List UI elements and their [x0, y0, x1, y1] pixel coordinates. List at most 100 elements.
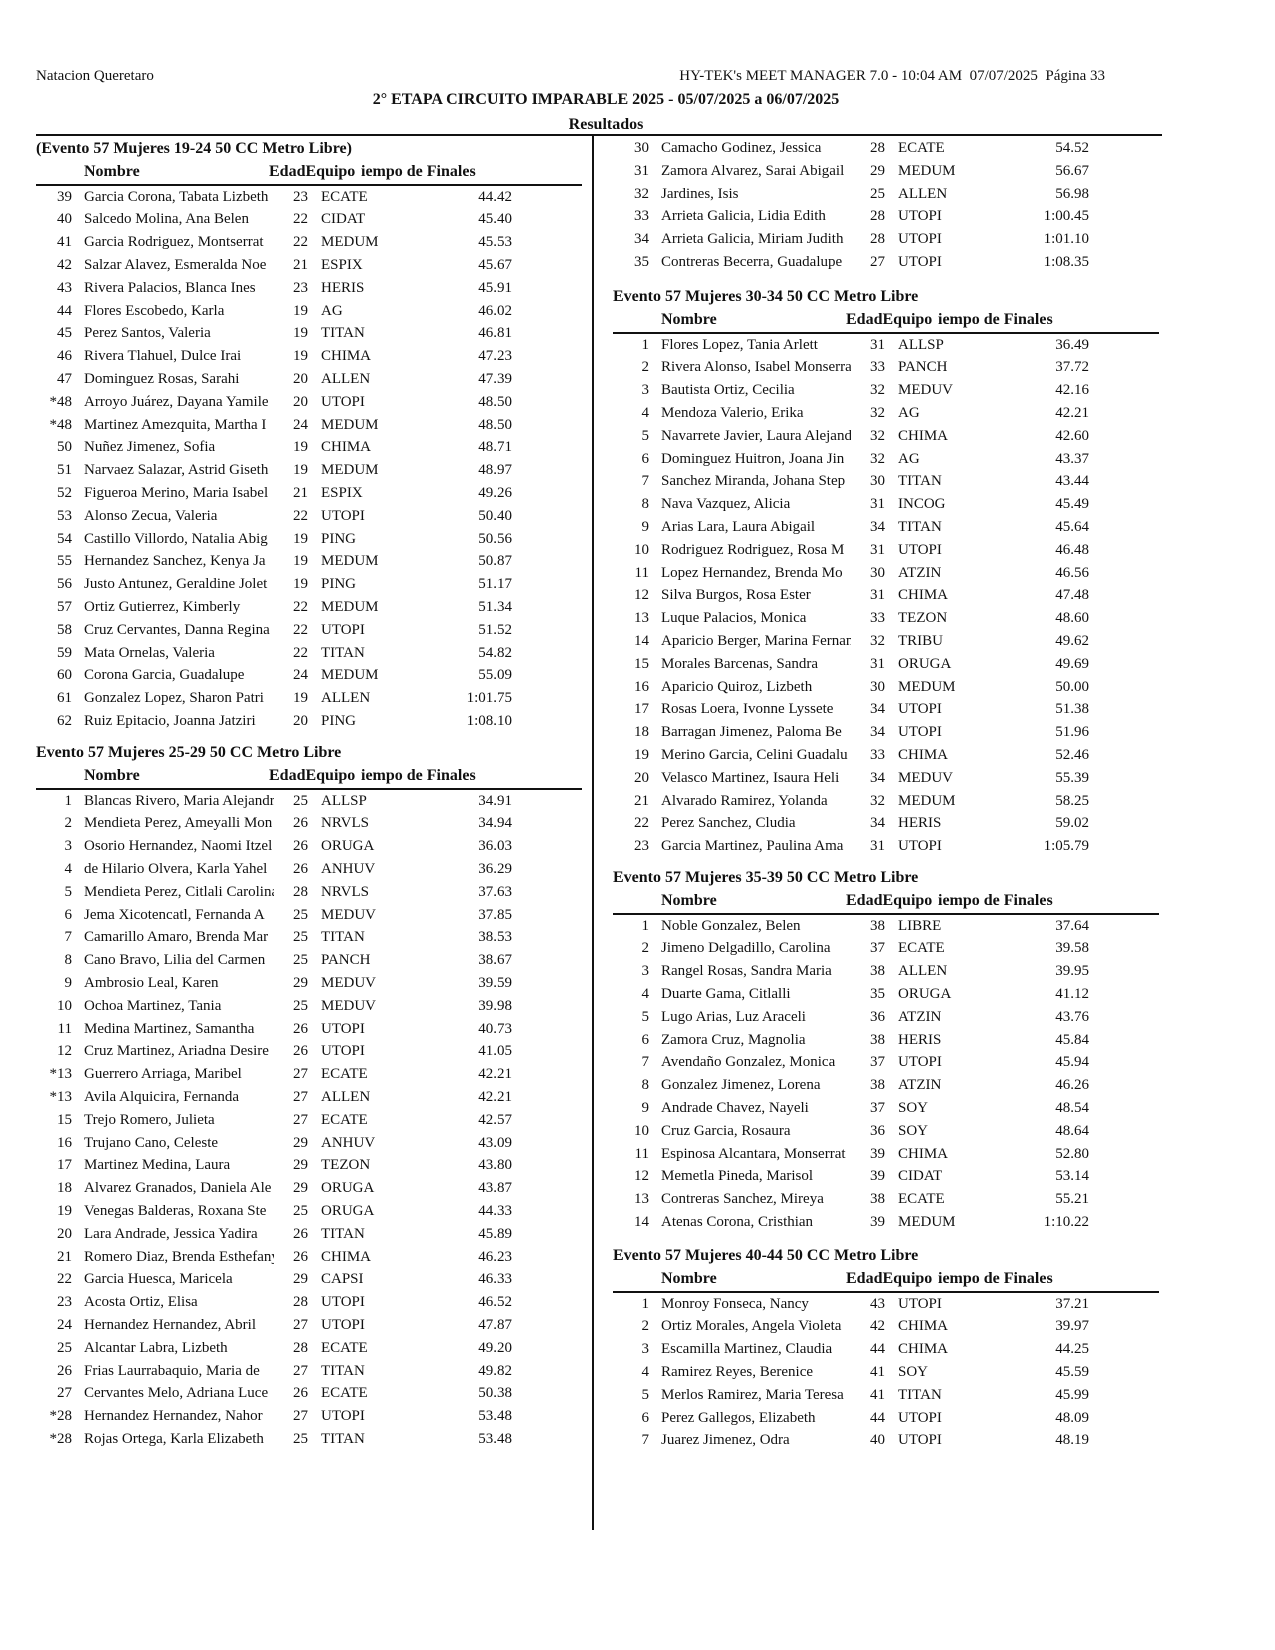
age: 32 [870, 404, 885, 421]
swimmer-name: Memetla Pineda, Marisol [661, 1168, 814, 1185]
swimmer-name: Duarte Gama, Citlalli [661, 985, 791, 1002]
place: 5 [641, 427, 650, 444]
age: 23 [293, 279, 308, 296]
final-time: 49.20 [478, 1339, 512, 1356]
team: UTOPI [321, 1408, 365, 1425]
team: SOY [898, 1099, 929, 1116]
final-time: 42.16 [1055, 382, 1089, 399]
final-time: 48.50 [478, 393, 512, 410]
result-row: *28 Rojas Ortega, Karla Elizabeth 25 TITAN 5… [36, 1428, 582, 1451]
team: UTOPI [898, 231, 942, 248]
swimmer-name: Perez Sanchez, Cludia [661, 815, 796, 832]
place: 23 [57, 1294, 72, 1311]
swimmer-name: Aparicio Quiroz, Lizbeth [661, 678, 813, 695]
team: CIDAT [321, 211, 366, 228]
place: 35 [634, 253, 649, 270]
final-time: 58.25 [1055, 792, 1089, 809]
age: 29 [293, 1134, 308, 1151]
team: UTOPI [321, 1020, 365, 1037]
team: CHIMA [898, 746, 949, 763]
place: 4 [64, 860, 73, 877]
final-time: 53.14 [1055, 1168, 1089, 1185]
final-time: 43.80 [478, 1157, 512, 1174]
place: 33 [634, 208, 649, 225]
swimmer-name: Lugo Arias, Luz Araceli [661, 1008, 806, 1025]
result-row: 2 Jimeno Delgadillo, Carolina 37 ECATE 39.58 [613, 937, 1159, 960]
result-row: 13 Luque Palacios, Monica 33 TEZON 48.60 [613, 607, 1159, 630]
result-row: 4 de Hilario Olvera, Karla Yahel 26 ANHUV 36… [36, 858, 582, 881]
result-row: 4 Ramirez Reyes, Berenice 41 SOY 45.59 [613, 1361, 1159, 1384]
event-section-40-44: Evento 57 Mujeres 40-44 50 CC Metro Libr… [613, 1245, 1159, 1452]
place: 55 [57, 553, 72, 570]
final-time: 45.49 [1055, 496, 1089, 513]
final-time: 51.34 [478, 598, 512, 615]
team: UTOPI [898, 838, 942, 855]
age: 31 [870, 655, 885, 672]
result-row: 62 Ruiz Epitacio, Joanna Jatziri 20 PING 1:0… [36, 710, 582, 733]
column-header-name: Nombre [84, 766, 140, 784]
place: 3 [641, 382, 650, 399]
final-time: 49.26 [478, 484, 512, 501]
place: 2 [64, 815, 73, 832]
team: TITAN [898, 518, 942, 535]
result-row: 54 Castillo Villordo, Natalia Abig 19 PING 5… [36, 528, 582, 551]
result-row: 12 Cruz Martinez, Ariadna Desire 26 UTOPI 41… [36, 1040, 582, 1063]
place: 1 [641, 917, 650, 934]
swimmer-name: Lopez Hernandez, Brenda Mo [661, 564, 843, 581]
swimmer-name: Jema Xicotencatl, Fernanda A [84, 906, 265, 923]
result-row: 12 Memetla Pineda, Marisol 39 CIDAT 53.14 [613, 1165, 1159, 1188]
final-time: 37.63 [478, 883, 512, 900]
team: NRVLS [321, 883, 369, 900]
place: 53 [57, 507, 72, 524]
place: 16 [634, 678, 649, 695]
final-time: 49.69 [1055, 655, 1089, 672]
age: 21 [293, 484, 308, 501]
team: AG [321, 302, 343, 319]
result-row: 32 Jardines, Isis 25 ALLEN 56.98 [613, 183, 1159, 206]
age: 34 [870, 518, 885, 535]
place: 2 [641, 940, 650, 957]
final-time: 41.12 [1055, 985, 1089, 1002]
swimmer-name: Guerrero Arriaga, Maribel [84, 1066, 242, 1083]
place: 7 [641, 1432, 650, 1449]
place: *13 [49, 1088, 73, 1105]
result-row: 8 Nava Vazquez, Alicia 31 INCOG 45.49 [613, 493, 1159, 516]
final-time: 43.44 [1055, 473, 1089, 490]
meet-title: 2° ETAPA CIRCUITO IMPARABLE 2025 - 05/07… [372, 91, 840, 108]
swimmer-name: Luque Palacios, Monica [661, 610, 807, 627]
age: 36 [870, 1008, 885, 1025]
swimmer-name: Silva Burgos, Rosa Ester [661, 587, 811, 604]
team: CHIMA [898, 587, 949, 604]
swimmer-name: Garcia Corona, Tabata Lizbeth [84, 188, 269, 205]
place: 43 [57, 279, 72, 296]
result-row: 1 Noble Gonzalez, Belen 38 LIBRE 37.64 [613, 915, 1159, 938]
result-row: 61 Gonzalez Lopez, Sharon Patri 19 ALLEN 1:0… [36, 687, 582, 710]
place: *28 [49, 1430, 73, 1447]
team: TITAN [898, 473, 942, 490]
place: 39 [57, 188, 72, 205]
place: 3 [641, 963, 650, 980]
team: UTOPI [898, 1432, 942, 1449]
place: 17 [634, 701, 649, 718]
age: 25 [293, 952, 308, 969]
event-title: Evento 57 Mujeres 30-34 50 CC Metro Libr… [613, 288, 919, 305]
result-row: 17 Martinez Medina, Laura 29 TEZON 43.80 [36, 1154, 582, 1177]
team: PING [321, 712, 357, 729]
team: SOY [898, 1363, 929, 1380]
place: 15 [57, 1111, 72, 1128]
age: 19 [293, 553, 308, 570]
final-time: 36.29 [478, 860, 512, 877]
swimmer-name: Garcia Rodriguez, Montserrat [84, 234, 264, 251]
swimmer-name: Justo Antunez, Geraldine Jolet [84, 576, 268, 593]
age: 26 [293, 1225, 308, 1242]
swimmer-name: Zamora Alvarez, Sarai Abigail [661, 162, 845, 179]
swimmer-name: Juarez Jimenez, Odra [661, 1432, 790, 1449]
column-header-time: iempo de Finales [938, 1269, 1053, 1287]
final-time: 45.67 [478, 256, 512, 273]
final-time: 1:01.75 [466, 690, 512, 707]
place: *13 [49, 1066, 73, 1083]
swimmer-name: Cervantes Melo, Adriana Luce [84, 1385, 269, 1402]
age: 42 [870, 1318, 885, 1335]
place: 51 [57, 462, 72, 479]
swimmer-name: Sanchez Miranda, Johana Step [661, 473, 846, 490]
